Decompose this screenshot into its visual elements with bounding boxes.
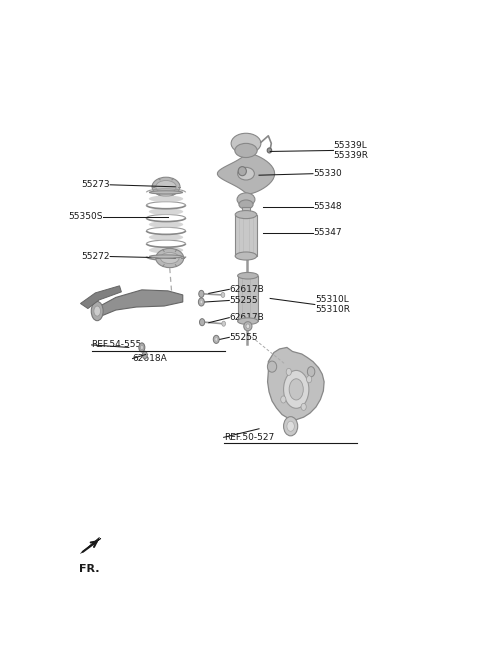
Ellipse shape [94,306,100,316]
Ellipse shape [284,371,309,408]
Ellipse shape [215,338,217,341]
Ellipse shape [238,167,254,180]
Ellipse shape [238,167,246,176]
Text: 62618A: 62618A [132,354,168,363]
Ellipse shape [140,345,144,350]
Ellipse shape [149,195,183,202]
Text: 62617B: 62617B [229,313,264,322]
Ellipse shape [246,324,250,329]
Polygon shape [81,286,121,308]
Ellipse shape [235,211,257,218]
Polygon shape [217,154,275,194]
Ellipse shape [198,298,204,306]
Ellipse shape [149,247,183,253]
Ellipse shape [213,335,219,343]
Bar [235,215,257,256]
Text: REF.50-527: REF.50-527 [224,433,274,442]
Text: 55255: 55255 [229,296,258,305]
Ellipse shape [156,180,176,193]
Ellipse shape [231,133,261,154]
Text: 62617B: 62617B [229,285,264,294]
Ellipse shape [287,421,294,431]
Text: 55350S: 55350S [68,212,103,221]
Text: 55348: 55348 [313,202,342,211]
Ellipse shape [200,300,203,304]
Ellipse shape [139,343,145,352]
Ellipse shape [237,193,255,206]
Ellipse shape [238,318,258,325]
Polygon shape [267,348,324,420]
Ellipse shape [152,177,180,196]
Text: FR.: FR. [79,564,99,573]
Text: 55339L
55339R: 55339L 55339R [334,141,369,160]
Ellipse shape [267,361,276,372]
Ellipse shape [301,403,306,411]
Ellipse shape [289,379,303,400]
Ellipse shape [156,249,184,268]
Ellipse shape [307,376,312,383]
Ellipse shape [149,209,183,215]
Ellipse shape [149,221,183,228]
Ellipse shape [238,272,258,279]
Ellipse shape [267,148,272,153]
Ellipse shape [284,417,298,436]
Bar [238,276,258,321]
Text: 55310L
55310R: 55310L 55310R [315,295,350,314]
Ellipse shape [307,367,315,377]
Ellipse shape [222,321,226,326]
Ellipse shape [244,321,252,331]
Bar [241,207,251,216]
Ellipse shape [160,253,179,264]
Text: 55347: 55347 [313,228,342,237]
Polygon shape [81,537,101,554]
Ellipse shape [149,234,183,241]
Ellipse shape [235,252,257,260]
Ellipse shape [143,351,147,359]
Ellipse shape [199,291,204,297]
Text: REF.54-555: REF.54-555 [92,340,142,350]
Ellipse shape [200,319,204,326]
Text: 55273: 55273 [82,180,110,190]
Ellipse shape [235,144,257,157]
Ellipse shape [91,302,103,321]
Text: 55330: 55330 [313,169,342,178]
Ellipse shape [286,368,291,375]
Ellipse shape [239,200,253,209]
Ellipse shape [149,255,182,258]
Polygon shape [96,290,183,316]
Text: 55272: 55272 [82,252,110,261]
Ellipse shape [149,191,182,194]
Text: 55255: 55255 [229,333,258,342]
Ellipse shape [240,213,252,218]
Ellipse shape [281,396,286,403]
Ellipse shape [221,293,225,297]
